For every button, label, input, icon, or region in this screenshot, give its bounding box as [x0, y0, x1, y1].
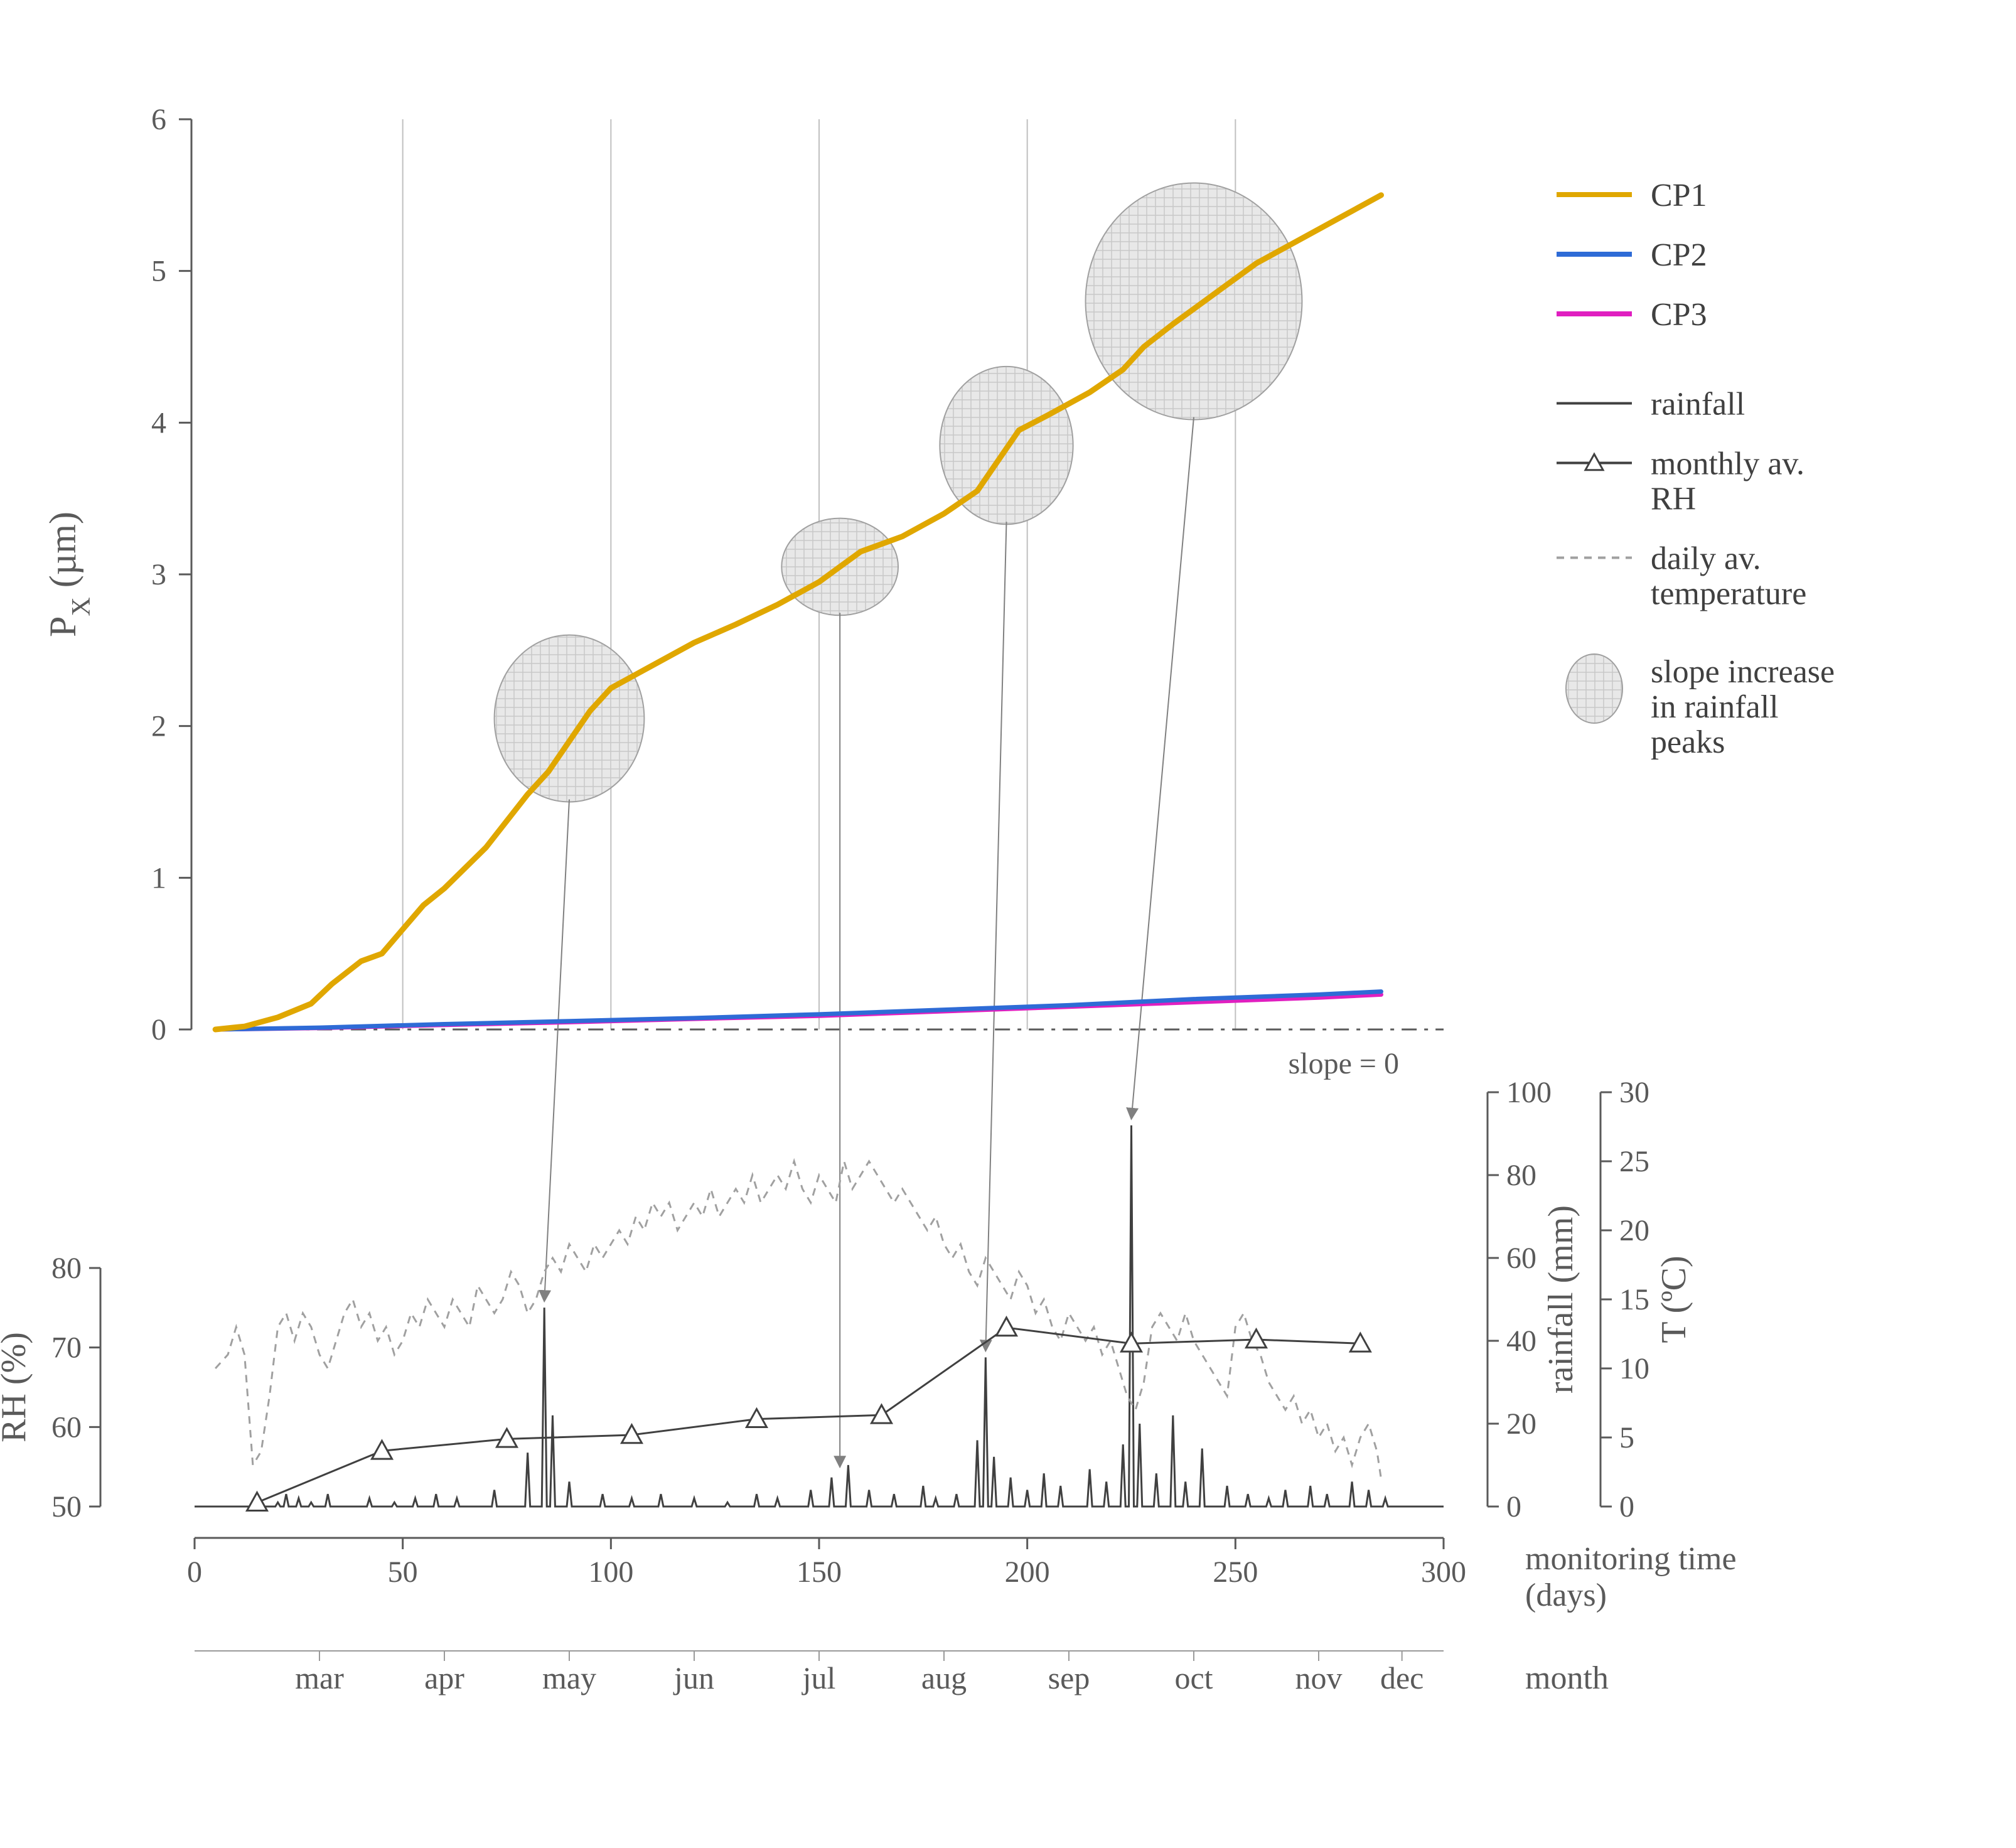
- legend-label: monthly av.: [1651, 446, 1804, 482]
- composite-chart: 0123456PX (µm)slope = 0020406080100rainf…: [0, 0, 2016, 1848]
- rain-tick: 80: [1506, 1159, 1536, 1192]
- days-tick: 50: [388, 1555, 418, 1589]
- legend-label: rainfall: [1651, 387, 1745, 422]
- legend-ellipse: [1566, 654, 1622, 723]
- days-tick: 100: [588, 1555, 633, 1589]
- temp-tick: 20: [1619, 1214, 1649, 1247]
- month-label: mar: [295, 1660, 344, 1695]
- top-y-tick-label: 1: [151, 861, 166, 894]
- temp-tick: 30: [1619, 1076, 1649, 1109]
- rh-tick: 70: [51, 1331, 82, 1365]
- temp-axis-label: T (ºC): [1654, 1255, 1693, 1343]
- temp-tick: 5: [1619, 1421, 1634, 1454]
- svg-text:PX (µm): PX (µm): [42, 512, 96, 637]
- top-y-tick-label: 6: [151, 103, 166, 136]
- legend-label: temperature: [1651, 576, 1806, 612]
- month-label: nov: [1295, 1660, 1343, 1695]
- month-label: jun: [673, 1660, 714, 1695]
- temp-tick: 10: [1619, 1352, 1649, 1385]
- rain-axis-label: rainfall (mm): [1541, 1205, 1580, 1394]
- days-tick: 250: [1213, 1555, 1258, 1589]
- slope-ellipse: [495, 635, 645, 802]
- rh-marker: [997, 1318, 1017, 1336]
- month-label: aug: [921, 1660, 967, 1695]
- top-y-tick-label: 5: [151, 255, 166, 288]
- days-tick: 0: [187, 1555, 202, 1589]
- ellipse-arrow: [985, 522, 1006, 1351]
- rh-axis-label: RH (%): [0, 1332, 33, 1442]
- ellipse-arrow: [1132, 417, 1194, 1119]
- days-axis-label: (days): [1525, 1577, 1607, 1613]
- legend-label: CP3: [1651, 297, 1707, 333]
- top-y-tick-label: 2: [151, 710, 166, 743]
- month-label: apr: [424, 1660, 464, 1695]
- legend-label: slope increase: [1651, 654, 1835, 690]
- month-label: sep: [1048, 1660, 1090, 1695]
- slope-zero-label: slope = 0: [1289, 1047, 1399, 1080]
- rh-series: [257, 1328, 1361, 1503]
- rh-marker: [872, 1405, 892, 1423]
- rain-tick: 60: [1506, 1242, 1536, 1275]
- rh-marker: [247, 1493, 267, 1511]
- month-axis-label: month: [1525, 1660, 1609, 1696]
- rain-tick: 100: [1506, 1076, 1552, 1109]
- rh-tick: 80: [51, 1252, 82, 1285]
- month-label: dec: [1380, 1660, 1424, 1695]
- slope-ellipse: [1086, 183, 1302, 420]
- days-tick: 300: [1421, 1555, 1466, 1589]
- days-tick: 200: [1005, 1555, 1050, 1589]
- legend-label: RH: [1651, 481, 1696, 517]
- legend-label: peaks: [1651, 724, 1725, 760]
- month-label: may: [542, 1660, 596, 1695]
- rain-tick: 0: [1506, 1490, 1521, 1523]
- days-tick: 150: [796, 1555, 842, 1589]
- legend-label: daily av.: [1651, 541, 1761, 577]
- rh-tick: 60: [51, 1410, 82, 1444]
- days-axis-label: monitoring time: [1525, 1541, 1737, 1577]
- rain-tick: 20: [1506, 1407, 1536, 1441]
- legend-label: in rainfall: [1651, 689, 1779, 725]
- rain-tick: 40: [1506, 1324, 1536, 1358]
- top-y-tick-label: 3: [151, 558, 166, 591]
- top-y-tick-label: 0: [151, 1013, 166, 1046]
- temp-tick: 0: [1619, 1490, 1634, 1523]
- series-CP2: [215, 992, 1381, 1029]
- rh-tick: 50: [51, 1490, 82, 1523]
- top-y-label: PX (µm): [42, 512, 96, 637]
- ellipse-arrow: [544, 800, 569, 1302]
- legend-label: CP1: [1651, 178, 1707, 213]
- top-y-tick-label: 4: [151, 406, 166, 439]
- month-label: jul: [802, 1660, 836, 1695]
- temp-tick: 25: [1619, 1145, 1649, 1178]
- month-label: oct: [1174, 1660, 1213, 1695]
- legend-label: CP2: [1651, 237, 1707, 273]
- temperature-series: [215, 1161, 1381, 1479]
- temp-tick: 15: [1619, 1283, 1649, 1316]
